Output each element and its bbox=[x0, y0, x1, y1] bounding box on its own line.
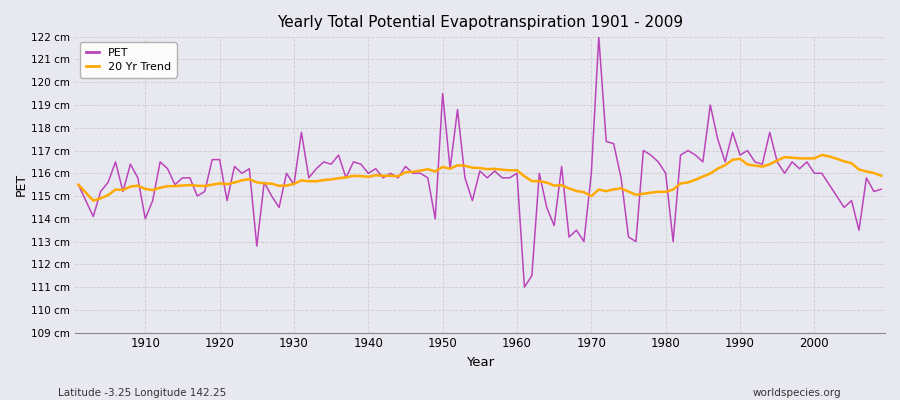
X-axis label: Year: Year bbox=[466, 356, 494, 369]
Text: Latitude -3.25 Longitude 142.25: Latitude -3.25 Longitude 142.25 bbox=[58, 388, 227, 398]
Legend: PET, 20 Yr Trend: PET, 20 Yr Trend bbox=[80, 42, 176, 78]
Title: Yearly Total Potential Evapotranspiration 1901 - 2009: Yearly Total Potential Evapotranspiratio… bbox=[277, 15, 683, 30]
Y-axis label: PET: PET bbox=[15, 173, 28, 196]
Text: worldspecies.org: worldspecies.org bbox=[753, 388, 842, 398]
